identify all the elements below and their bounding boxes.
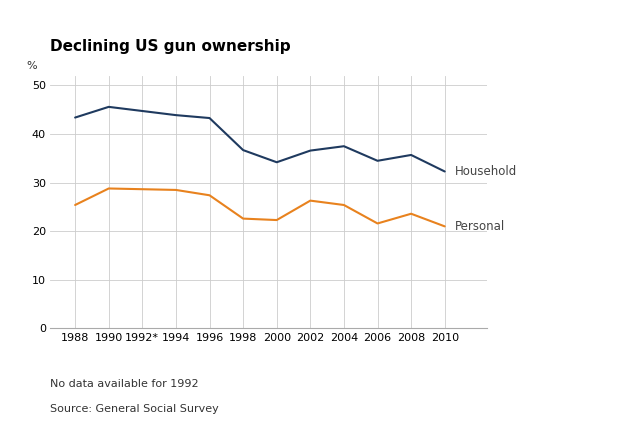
Text: Declining US gun ownership: Declining US gun ownership bbox=[50, 39, 291, 54]
Text: Source: General Social Survey: Source: General Social Survey bbox=[50, 404, 218, 414]
Text: %: % bbox=[26, 61, 37, 71]
Text: Personal: Personal bbox=[455, 220, 505, 233]
Text: Household: Household bbox=[455, 165, 517, 178]
Text: No data available for 1992: No data available for 1992 bbox=[50, 379, 198, 389]
